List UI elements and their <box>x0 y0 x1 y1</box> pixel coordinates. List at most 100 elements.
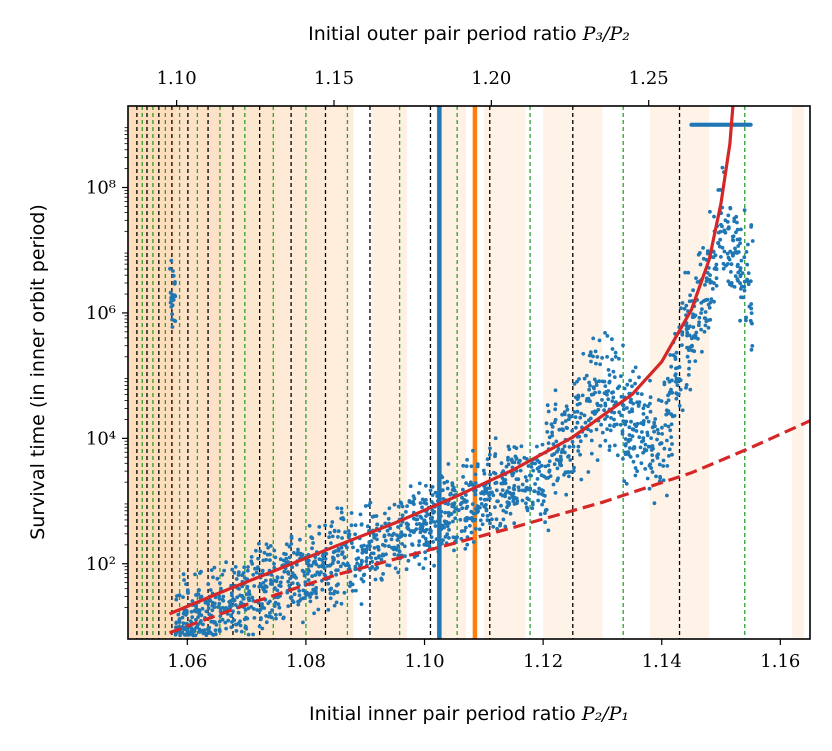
scatter-point <box>203 600 208 605</box>
scatter-point <box>665 464 670 468</box>
scatter-point <box>493 452 498 456</box>
scatter-point <box>713 265 718 270</box>
scatter-point <box>448 511 453 516</box>
scatter-point <box>628 378 632 383</box>
scatter-point <box>619 374 623 379</box>
scatter-point <box>253 566 257 571</box>
scatter-point <box>168 290 173 295</box>
scatter-point <box>222 568 227 573</box>
scatter-point <box>473 492 478 497</box>
scatter-point <box>588 383 592 388</box>
scatter-point <box>640 439 644 444</box>
scatter-point <box>572 382 577 386</box>
scatter-point <box>712 299 716 304</box>
scatter-point <box>346 563 351 568</box>
scatter-point <box>412 502 416 506</box>
scatter-point <box>249 555 254 559</box>
scatter-point <box>641 420 646 424</box>
scatter-point <box>218 581 222 585</box>
scatter-point <box>596 407 601 412</box>
scatter-point <box>244 592 249 597</box>
scatter-point <box>383 511 387 516</box>
scatter-point <box>387 532 391 537</box>
scatter-point <box>546 528 551 533</box>
scatter-point <box>245 568 250 573</box>
scatter-point <box>370 565 375 569</box>
scatter-point <box>446 462 451 466</box>
scatter-point <box>593 349 598 354</box>
scatter-point <box>512 502 517 506</box>
scatter-point <box>646 444 651 449</box>
scatter-point <box>712 281 716 285</box>
resonance-band-10 <box>792 106 805 639</box>
scatter-point <box>323 557 328 561</box>
scatter-point <box>553 402 558 407</box>
scatter-point <box>678 387 683 392</box>
scatter-point <box>368 544 372 549</box>
scatter-point <box>445 486 450 491</box>
scatter-point <box>707 305 712 310</box>
scatter-point <box>512 460 517 465</box>
scatter-point <box>657 462 662 467</box>
scatter-point <box>336 568 340 572</box>
scatter-point <box>591 336 596 341</box>
scatter-point <box>545 403 550 408</box>
scatter-point <box>536 491 541 496</box>
scatter-point <box>617 356 621 361</box>
scatter-point <box>669 412 674 417</box>
scatter-point <box>729 262 734 267</box>
scatter-point <box>300 552 305 557</box>
scatter-point <box>738 237 742 242</box>
scatter-point <box>397 535 401 540</box>
scatter-point <box>584 373 589 378</box>
scatter-point <box>547 469 552 474</box>
scatter-point <box>551 442 556 446</box>
scatter-point <box>407 500 412 504</box>
scatter-point <box>251 572 256 577</box>
scatter-point <box>539 473 544 478</box>
scatter-point <box>589 359 593 364</box>
scatter-point <box>638 445 643 450</box>
scatter-point <box>705 270 710 275</box>
scatter-point <box>516 460 521 465</box>
scatter-point <box>484 508 489 513</box>
scatter-point <box>328 596 333 601</box>
scatter-point <box>210 608 215 613</box>
scatter-point <box>274 616 278 621</box>
scatter-point <box>648 378 652 383</box>
scatter-point <box>403 533 408 538</box>
scatter-point <box>543 464 548 469</box>
scatter-point <box>530 500 535 505</box>
resonance-band-1 <box>175 106 223 639</box>
scatter-point <box>499 503 503 508</box>
scatter-point <box>234 577 239 581</box>
scatter-point <box>355 561 359 566</box>
scatter-point <box>421 566 426 571</box>
scatter-point <box>424 483 428 488</box>
scatter-point <box>614 400 618 404</box>
scatter-point <box>507 496 512 500</box>
scatter-point <box>470 502 475 506</box>
scatter-point <box>488 472 493 477</box>
scatter-point <box>208 588 213 592</box>
scatter-point <box>461 463 466 468</box>
scatter-point <box>383 521 388 526</box>
scatter-point <box>199 569 203 574</box>
scatter-point <box>341 561 346 566</box>
scatter-point <box>749 311 754 315</box>
scatter-point <box>364 559 369 564</box>
scatter-point <box>726 279 731 284</box>
scatter-point <box>557 460 562 465</box>
scatter-point <box>237 587 241 591</box>
scatter-point <box>348 580 353 585</box>
scatter-point <box>278 557 283 562</box>
scatter-point <box>282 551 286 556</box>
scatter-point <box>328 563 333 567</box>
scatter-point <box>314 562 319 567</box>
scatter-point <box>306 558 311 563</box>
scatter-point <box>685 330 690 335</box>
scatter-point <box>537 469 542 474</box>
scatter-point <box>624 419 629 424</box>
scatter-point <box>482 471 487 476</box>
top-tick-label: 1.10 <box>157 68 197 89</box>
